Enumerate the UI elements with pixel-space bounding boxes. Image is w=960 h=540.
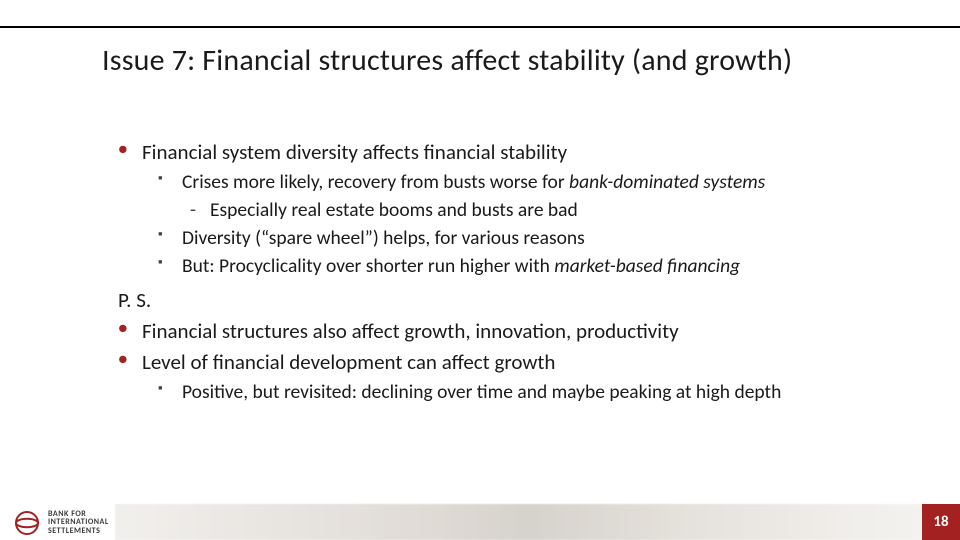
- bullet-level1: Financial system diversity affects finan…: [118, 138, 898, 167]
- slide: Issue 7: Financial structures affect sta…: [0, 0, 960, 540]
- page-number: 18: [922, 504, 960, 540]
- bullet-level2: Diversity (“spare wheel”) helps, for var…: [118, 225, 898, 252]
- bullet-text: Crises more likely, recovery from busts …: [182, 170, 569, 194]
- bullet-text: Financial system diversity affects finan…: [142, 139, 567, 165]
- emphasis: market-based financing: [554, 254, 740, 278]
- bullet-level2: Crises more likely, recovery from busts …: [118, 169, 898, 196]
- bullet-text: But: Procyclicality over shorter run hig…: [182, 254, 554, 278]
- footer-background-image: [0, 504, 960, 540]
- org-line: SETTLEMENTS: [48, 527, 109, 536]
- bullet-level3: Especially real estate booms and busts a…: [118, 197, 898, 224]
- bullet-level2: Positive, but revisited: declining over …: [118, 379, 898, 406]
- slide-title: Issue 7: Financial structures affect sta…: [102, 42, 792, 79]
- bullet-level1: Financial structures also affect growth,…: [118, 317, 898, 346]
- bis-logo-text: BANK FOR INTERNATIONAL SETTLEMENTS: [48, 510, 109, 536]
- slide-content: Financial system diversity affects finan…: [118, 138, 898, 406]
- bullet-text: Diversity (“spare wheel”) helps, for var…: [182, 226, 585, 250]
- ps-label: P. S.: [118, 286, 898, 315]
- bullet-text: Positive, but revisited: declining over …: [182, 380, 781, 404]
- bis-logo: BANK FOR INTERNATIONAL SETTLEMENTS: [14, 510, 109, 536]
- bullet-level1: Level of financial development can affec…: [118, 348, 898, 377]
- bis-logo-icon: [14, 510, 40, 536]
- top-rule: [0, 26, 960, 28]
- footer: BANK FOR INTERNATIONAL SETTLEMENTS 18: [0, 504, 960, 540]
- bullet-level2: But: Procyclicality over shorter run hig…: [118, 253, 898, 280]
- bullet-text: Level of financial development can affec…: [142, 349, 555, 375]
- bullet-text: Especially real estate booms and busts a…: [210, 198, 578, 222]
- emphasis: bank-dominated systems: [569, 170, 765, 194]
- bullet-text: Financial structures also affect growth,…: [142, 318, 679, 344]
